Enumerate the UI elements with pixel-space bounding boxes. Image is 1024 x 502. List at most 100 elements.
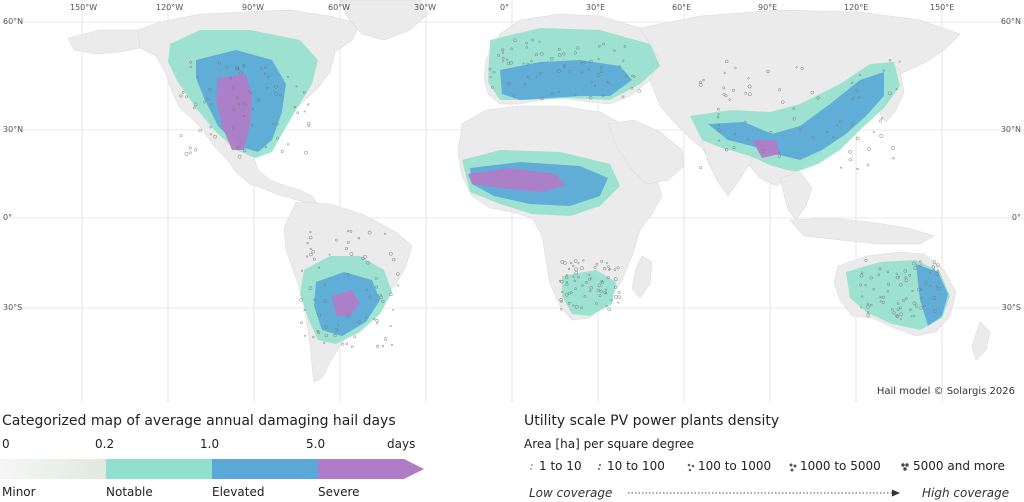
pv-dot (349, 230, 353, 233)
arabia (607, 119, 685, 185)
pv-dot (608, 267, 612, 271)
pv-dot (792, 107, 796, 110)
pv-dot (540, 52, 544, 56)
pv-dot (904, 276, 907, 279)
pv-dot (375, 285, 378, 289)
pv-dot (891, 146, 896, 150)
pv-dot (613, 268, 617, 271)
pv-dot (597, 283, 602, 288)
pv-dot (859, 283, 863, 287)
pv-dot (271, 122, 275, 126)
pv-dot (304, 150, 308, 155)
category-minor: Minor (2, 485, 36, 499)
pv-dot (580, 306, 583, 310)
pv-dot (866, 304, 870, 309)
pv-dot (263, 72, 267, 75)
pv-dot (902, 299, 905, 303)
pv-dot (557, 69, 561, 73)
hail-map[interactable] (0, 0, 1024, 403)
pv-dot (235, 65, 240, 70)
pv-dot (929, 284, 932, 287)
pv-dot (525, 41, 528, 45)
pv-dot (716, 116, 720, 119)
pv-dot (888, 58, 892, 62)
pv-dot (595, 302, 598, 305)
pv-dot (574, 287, 577, 291)
pv-dot (381, 345, 385, 348)
pv-dot (621, 95, 625, 99)
pv-dot (293, 105, 297, 109)
pv-dot (581, 71, 584, 74)
pv-dot (306, 255, 309, 258)
pv-dot (491, 85, 494, 89)
pv-dot (869, 303, 873, 307)
pv-dot (351, 345, 354, 348)
pv-dot (250, 123, 254, 127)
pv-dot (488, 67, 492, 71)
zone-elevated-europe (500, 60, 632, 100)
pv-dot (309, 247, 312, 251)
pv-dot (312, 257, 316, 261)
pv-dot (390, 343, 394, 346)
pv-dot (698, 83, 703, 87)
pv-dot (895, 272, 898, 275)
pv-dot (558, 90, 561, 93)
pv-dot (919, 264, 922, 267)
threshold-1-0: 1.0 (200, 437, 220, 451)
pv-dot (242, 65, 245, 68)
pv-dot (632, 75, 636, 78)
pv-dot (379, 295, 383, 300)
pv-dot (307, 124, 310, 128)
pv-dot (574, 271, 579, 275)
pv-dot (313, 298, 317, 302)
pv-dot (565, 275, 569, 280)
pv-dot (699, 166, 703, 170)
pv-dot (724, 94, 728, 98)
pv-dot (388, 251, 393, 256)
pv-dot (699, 80, 703, 84)
pv-dot (534, 53, 538, 57)
pv-dot (617, 291, 621, 295)
pv-dot (855, 89, 859, 93)
threshold-5-0: 5.0 (306, 437, 326, 451)
pv-dot (912, 261, 916, 266)
pv-dot (559, 308, 563, 311)
category-elevated: Elevated (212, 485, 265, 499)
pv-dot (932, 309, 937, 313)
pv-dot (851, 97, 854, 100)
pv-dot (864, 258, 868, 262)
lon-label: 90°E (758, 3, 778, 12)
pv-dot (890, 308, 894, 311)
lon-label: 150°W (70, 3, 98, 12)
pv-dot (895, 314, 899, 318)
pv-dot (577, 262, 580, 265)
pv-dot (848, 150, 852, 154)
pv-dot (570, 291, 573, 294)
pv-dot (389, 292, 393, 297)
pv-dot (344, 247, 349, 251)
pv-dot (577, 275, 580, 279)
pv-dot (237, 102, 240, 106)
pv-dot (383, 337, 388, 341)
pv-dot (235, 96, 239, 100)
threshold-0-2: 0.2 (95, 437, 115, 451)
pv-dot (397, 284, 400, 287)
pv-dot (565, 281, 568, 284)
pv-dot (497, 53, 500, 57)
pv-dot (725, 59, 729, 64)
pv-dot (328, 253, 331, 256)
pv-dot (505, 58, 508, 61)
zone-severe-sahel (468, 168, 566, 192)
pv-dot (717, 113, 720, 116)
pv-dot (920, 296, 923, 300)
pv-dot (795, 66, 798, 69)
pv-dot (748, 92, 752, 97)
pv-dot (580, 62, 583, 65)
pv-dot (879, 296, 882, 299)
pv-dot (584, 281, 588, 284)
indonesia (789, 217, 935, 245)
pv-dot (559, 298, 563, 302)
pv-dot (266, 86, 269, 90)
pv-dot (573, 51, 577, 55)
pv-dot (209, 133, 212, 136)
